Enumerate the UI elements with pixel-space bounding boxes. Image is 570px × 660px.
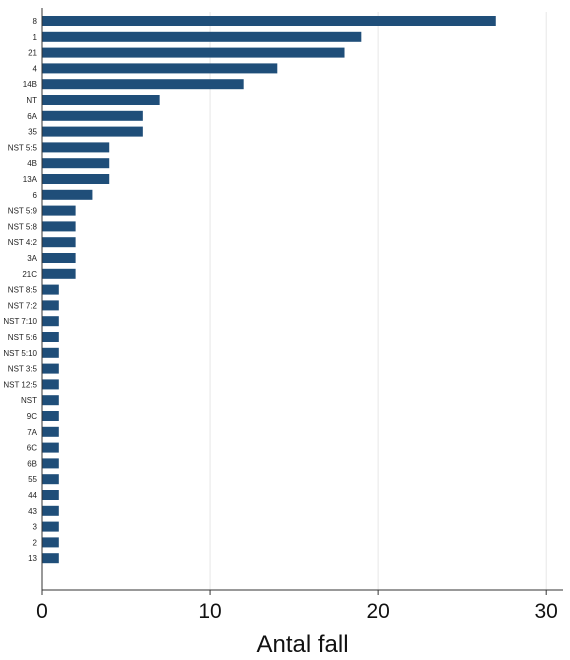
y-tick-label: NST 7:2	[8, 301, 38, 310]
y-tick-label: 6B	[27, 459, 37, 468]
bar	[42, 79, 244, 90]
y-tick-label: 44	[28, 491, 37, 500]
y-tick-label: 14B	[23, 80, 37, 89]
y-tick-label: NST 5:8	[8, 222, 38, 231]
y-tick-label: NST	[21, 396, 37, 405]
y-tick-label: NST 3:5	[8, 365, 38, 374]
y-tick-label: 9C	[27, 412, 37, 421]
bar	[42, 110, 143, 121]
y-tick-label: NST 7:10	[3, 317, 37, 326]
bar	[42, 332, 59, 342]
y-tick-label: NST 5:5	[8, 143, 38, 152]
bar	[42, 63, 278, 74]
x-tick-label: 10	[198, 600, 221, 623]
bar	[42, 126, 143, 137]
y-tick-label: 13	[28, 554, 37, 563]
bar	[42, 347, 59, 358]
bar	[42, 521, 59, 532]
x-tick-label: 30	[535, 600, 558, 623]
y-tick-label: 13A	[23, 175, 38, 184]
y-tick-label: NST 8:5	[8, 286, 38, 295]
y-tick-labels: 8 1 21 4 14B NT 6A 35 NST 5:5 4B 13A 6 NST 5:9 NST 5:…	[3, 17, 37, 563]
bar	[42, 174, 110, 184]
bar	[42, 300, 59, 311]
y-tick-label: NST 5:9	[8, 207, 38, 216]
y-tick-label: 35	[28, 128, 37, 137]
y-tick-label: 6	[33, 191, 38, 200]
bar	[42, 411, 59, 421]
y-tick-label: NST 12:5	[3, 380, 37, 389]
bar	[42, 363, 59, 374]
bars	[42, 16, 496, 564]
y-tick-label: NST 4:2	[8, 238, 38, 247]
bar	[42, 268, 76, 279]
x-axis-label: Antal fall	[256, 631, 348, 658]
bar	[42, 553, 59, 564]
y-tick-label: 2	[33, 538, 38, 547]
bar	[42, 442, 59, 453]
bar	[42, 237, 76, 248]
bar	[42, 474, 59, 485]
grid-lines	[209, 12, 547, 590]
y-tick-label: 21	[28, 49, 37, 58]
bar	[42, 316, 59, 327]
bar	[42, 458, 59, 469]
y-tick-label: NST 5:6	[8, 333, 38, 342]
y-tick-label: NT	[26, 96, 37, 105]
x-tick-label: 0	[36, 600, 48, 623]
y-tick-label: 6A	[27, 112, 37, 121]
y-tick-label: 7A	[27, 428, 37, 437]
bar	[42, 142, 110, 153]
y-tick-label: NST 5:10	[3, 349, 37, 358]
bar	[42, 505, 59, 516]
bar	[42, 158, 110, 169]
bar	[42, 426, 59, 437]
y-tick-label: 8	[33, 17, 38, 26]
x-tick-label: 20	[366, 600, 389, 623]
bar	[42, 395, 59, 406]
y-tick-label: 55	[28, 475, 37, 484]
bar	[42, 379, 59, 390]
bar	[42, 284, 59, 295]
y-tick-label: 21C	[22, 270, 37, 279]
y-tick-label: 6C	[27, 444, 37, 453]
y-tick-label: 4	[33, 64, 38, 73]
y-tick-label: 43	[28, 507, 37, 516]
bar	[42, 221, 76, 232]
bar	[42, 205, 76, 216]
bar	[42, 47, 345, 58]
bar	[42, 31, 362, 42]
y-tick-label: 3A	[27, 254, 37, 263]
bar	[42, 189, 93, 200]
x-tick-labels: 0 10 20 30	[36, 590, 558, 623]
y-tick-label: 1	[33, 33, 38, 42]
y-tick-label: 3	[33, 523, 38, 532]
y-tick-label: 4B	[27, 159, 37, 168]
bar	[42, 16, 496, 26]
bar	[42, 490, 59, 500]
bar	[42, 95, 160, 105]
bar	[42, 253, 76, 263]
bar	[42, 537, 59, 548]
